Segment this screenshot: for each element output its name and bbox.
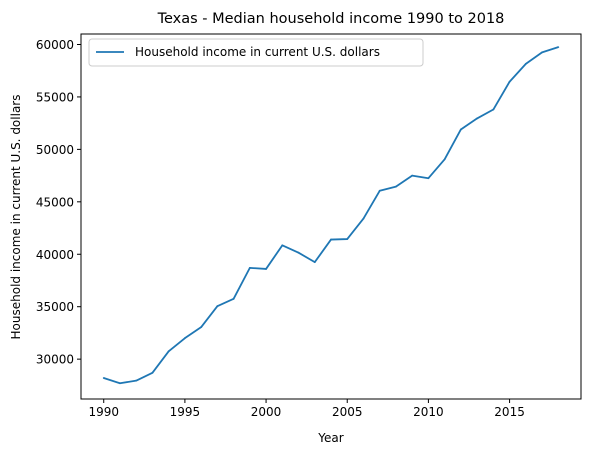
x-tick-label: 2010 [413, 405, 444, 419]
x-tick-label: 1995 [170, 405, 201, 419]
y-tick-label: 55000 [36, 90, 74, 104]
x-tick-label: 2015 [494, 405, 525, 419]
data-point [102, 377, 105, 379]
x-axis-label: Year [317, 431, 343, 445]
data-point [476, 117, 478, 120]
x-tick-label: 2000 [251, 405, 282, 419]
y-tick-label: 50000 [36, 143, 74, 157]
data-point [362, 217, 365, 220]
data-point [378, 189, 381, 192]
data-point [330, 238, 332, 241]
data-point [135, 379, 138, 382]
data-point [248, 266, 251, 269]
data-point [508, 80, 511, 83]
y-tick-label: 30000 [36, 353, 74, 367]
data-point [443, 158, 446, 161]
data-point [216, 305, 219, 308]
y-tick-label: 60000 [36, 38, 74, 52]
data-point [541, 51, 543, 54]
chart-title: Texas - Median household income 1990 to … [157, 11, 505, 27]
legend-label: Household income in current U.S. dollars [135, 45, 380, 59]
data-point [557, 46, 560, 49]
data-point [492, 108, 495, 111]
data-point [281, 244, 284, 247]
data-point [151, 371, 154, 374]
x-tick-label: 2005 [332, 405, 363, 419]
data-point [346, 238, 349, 240]
y-axis-label: Household income in current U.S. dollars [9, 95, 23, 340]
data-point [459, 128, 462, 131]
data-point [524, 62, 527, 65]
data-point [200, 326, 203, 329]
y-tick-label: 45000 [36, 195, 74, 209]
data-point [313, 261, 316, 264]
data-point [232, 297, 235, 300]
data-point [297, 251, 300, 254]
plot-area [102, 46, 560, 385]
data-point [411, 174, 414, 177]
data-point [167, 350, 170, 353]
legend: Household income in current U.S. dollars [88, 38, 424, 67]
axis-ticks: 1990 1995 2000 2005 2010 2015 30000 35000 40000 4… [36, 38, 525, 419]
x-tick-label: 1990 [88, 405, 119, 419]
data-point [395, 185, 397, 188]
data-point [427, 177, 430, 180]
plot-frame [80, 33, 582, 400]
y-tick-label: 35000 [36, 300, 74, 314]
data-point [265, 268, 267, 270]
legend-box [88, 38, 424, 67]
data-point [119, 382, 121, 385]
data-point [184, 337, 186, 340]
y-tick-label: 40000 [36, 248, 74, 262]
